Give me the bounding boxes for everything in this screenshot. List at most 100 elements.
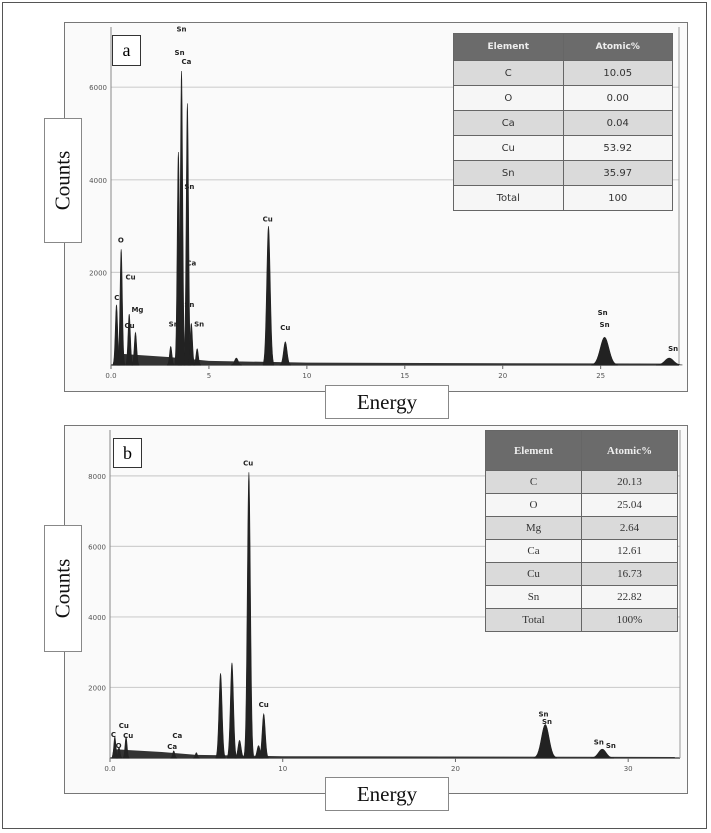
- cell-atomic-percent: 12.61: [581, 539, 678, 563]
- y-axis-label-text: Counts: [50, 558, 75, 619]
- spectrum-peak: [243, 472, 254, 759]
- spectrum-background: [112, 353, 674, 365]
- spectrum-peak: [170, 750, 178, 759]
- panel-b-y-axis-label: Counts: [44, 525, 82, 652]
- y-tick-label: 2000: [89, 269, 107, 277]
- spectrum-peak: [177, 70, 186, 366]
- table-row: O 0.00: [453, 85, 673, 111]
- spectrum-peak: [230, 357, 242, 366]
- spectrum-peak: [234, 739, 245, 759]
- header-element: Element: [485, 430, 582, 471]
- spectrum-peak: [125, 314, 134, 366]
- cell-atomic-percent: 35.97: [562, 160, 673, 186]
- x-tick-label: 20: [498, 372, 507, 380]
- cell-element: Ca: [453, 110, 564, 136]
- y-tick-label: 6000: [88, 543, 106, 551]
- cell-atomic-percent: 53.92: [562, 135, 673, 161]
- spectrum-peak: [183, 103, 192, 366]
- cell-element: C: [485, 470, 582, 494]
- cell-element: Total: [485, 608, 582, 632]
- cell-element: Mg: [485, 516, 582, 540]
- peak-label: C: [114, 294, 119, 302]
- panel-b-label: b: [113, 438, 142, 468]
- table-row: C 20.13: [485, 470, 678, 494]
- peak-label: Sn: [668, 345, 678, 353]
- y-tick-label: 2000: [88, 684, 106, 692]
- cell-element: Sn: [485, 585, 582, 609]
- peak-label: Cu: [125, 322, 135, 330]
- peak-label: Cu: [243, 459, 253, 467]
- peak-label: Sn: [184, 301, 194, 309]
- peak-label: O: [118, 236, 124, 244]
- peak-label: O: [116, 742, 122, 750]
- cell-atomic-percent: 2.64: [581, 516, 678, 540]
- spectrum-peak: [166, 345, 175, 366]
- y-axis-label-text: Counts: [50, 150, 75, 211]
- peak-label: Sn: [598, 309, 608, 317]
- peak-label: Ca: [167, 743, 177, 751]
- table-row: Sn 35.97: [453, 160, 673, 186]
- peak-label: Sn: [194, 321, 204, 329]
- x-tick-label: 10: [302, 372, 311, 380]
- cell-atomic-percent: 22.82: [581, 585, 678, 609]
- x-tick-label: 30: [624, 765, 633, 773]
- table-row: Cu 16.73: [485, 562, 678, 586]
- peak-label: Cu: [280, 324, 290, 332]
- cell-atomic-percent: 10.05: [562, 60, 673, 86]
- x-tick-label: 15: [400, 372, 409, 380]
- cell-element: Cu: [453, 135, 564, 161]
- peak-label: Sn: [600, 321, 610, 329]
- spectrum-peak: [122, 736, 130, 759]
- panel-a-label: a: [112, 35, 141, 66]
- spectrum-peak: [193, 348, 202, 366]
- header-element: Element: [453, 33, 564, 61]
- spectrum-peak: [226, 662, 237, 759]
- spectrum-peak: [279, 341, 291, 366]
- cell-element: O: [485, 493, 582, 517]
- table-row: Mg 2.64: [485, 516, 678, 540]
- peak-label: Sn: [169, 321, 179, 329]
- spectrum-peak: [262, 226, 275, 366]
- peak-label: Cu: [119, 722, 129, 730]
- cell-element: C: [453, 60, 564, 86]
- peak-label: Sn: [542, 718, 552, 726]
- cell-element: Cu: [485, 562, 582, 586]
- panel-b-x-axis-label: Energy: [325, 777, 449, 811]
- peak-label: Cu: [259, 701, 269, 709]
- peak-label: C: [111, 731, 116, 739]
- table-row: Sn 22.82: [485, 585, 678, 609]
- peak-label: Sn: [175, 49, 185, 57]
- header-atomic-percent: Atomic%: [581, 430, 678, 471]
- cell-element: Total: [453, 185, 564, 211]
- cell-atomic-percent: 20.13: [581, 470, 678, 494]
- peak-label: Sn: [606, 742, 616, 750]
- spectrum-peak: [117, 249, 126, 366]
- spectrum-peak: [655, 357, 683, 366]
- table-row: C 10.05: [453, 60, 673, 86]
- cell-atomic-percent: 0.00: [562, 85, 673, 111]
- x-tick-label: 10: [278, 765, 287, 773]
- peak-label: Sn: [594, 739, 604, 747]
- table-row: O 25.04: [485, 493, 678, 517]
- peak-label: Mg: [131, 306, 143, 314]
- spectrum-peak: [590, 748, 614, 759]
- peak-label: Ca: [181, 58, 191, 66]
- cell-atomic-percent: 25.04: [581, 493, 678, 517]
- cell-atomic-percent: 0.04: [562, 110, 673, 136]
- panel-a-x-axis-label: Energy: [325, 385, 449, 419]
- header-atomic-percent: Atomic%: [562, 33, 673, 61]
- peak-label: Cu: [126, 273, 136, 281]
- spectrum-peak: [258, 712, 269, 759]
- peak-label: Sn: [184, 183, 194, 191]
- spectrum-peak: [591, 336, 618, 366]
- cell-element: Ca: [485, 539, 582, 563]
- panel-a-y-axis-label: Counts: [44, 118, 82, 243]
- peak-label: Cu: [263, 215, 273, 223]
- spectrum-peak: [131, 331, 140, 366]
- table-row: Cu 53.92: [453, 135, 673, 161]
- table-row: Ca 12.61: [485, 539, 678, 563]
- spectrum-peak: [533, 724, 557, 759]
- table-header-row: Element Atomic%: [453, 33, 673, 61]
- table-row: Total 100: [453, 185, 673, 211]
